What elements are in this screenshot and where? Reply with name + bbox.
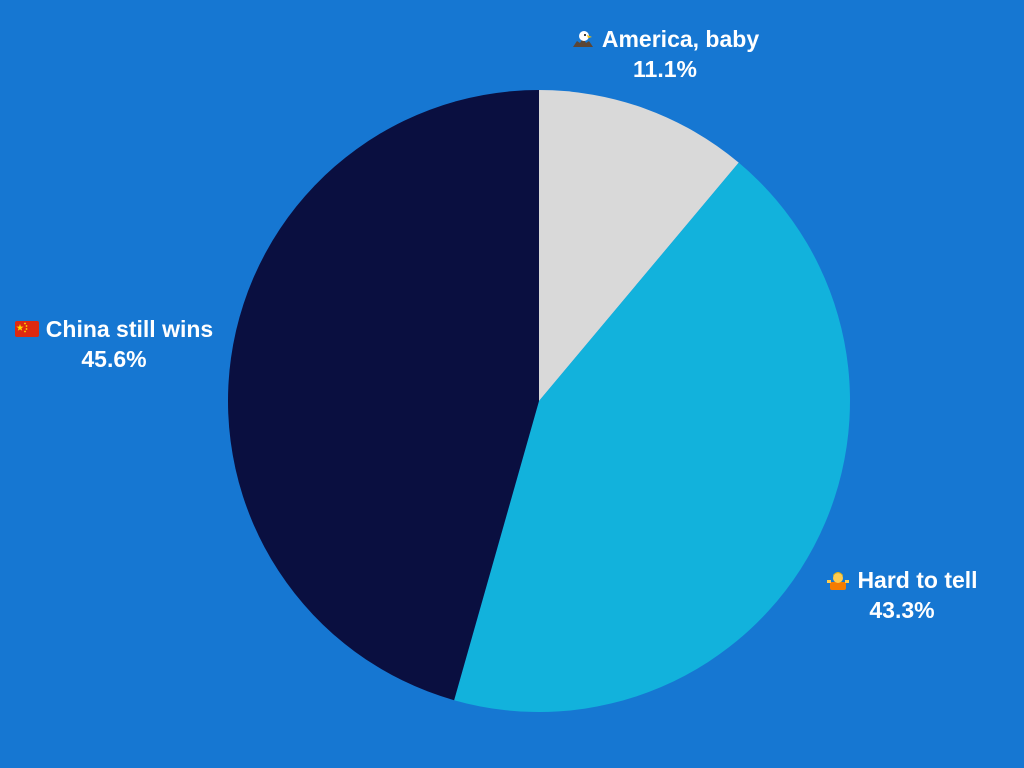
pie-slice-china xyxy=(228,90,539,701)
china-flag-icon xyxy=(14,321,39,337)
eagle-icon xyxy=(572,31,593,47)
slice-label-value: 45.6% xyxy=(81,346,147,372)
shrug-person-icon xyxy=(827,572,850,590)
pie-slice-america xyxy=(539,90,739,401)
slice-label-name: America, baby xyxy=(601,26,760,52)
slice-label-china: China still wins 45.6% xyxy=(4,314,224,374)
pie-slice-hard-to-tell xyxy=(454,162,850,713)
slice-label-name: China still wins xyxy=(45,316,214,342)
slice-label-hard-to-tell: Hard to tell 43.3% xyxy=(812,565,992,625)
slice-label-value: 43.3% xyxy=(869,597,935,623)
slice-label-value: 11.1% xyxy=(633,56,697,82)
slice-label-name: Hard to tell xyxy=(857,567,978,593)
slice-label-america: America, baby 11.1% xyxy=(560,24,770,84)
